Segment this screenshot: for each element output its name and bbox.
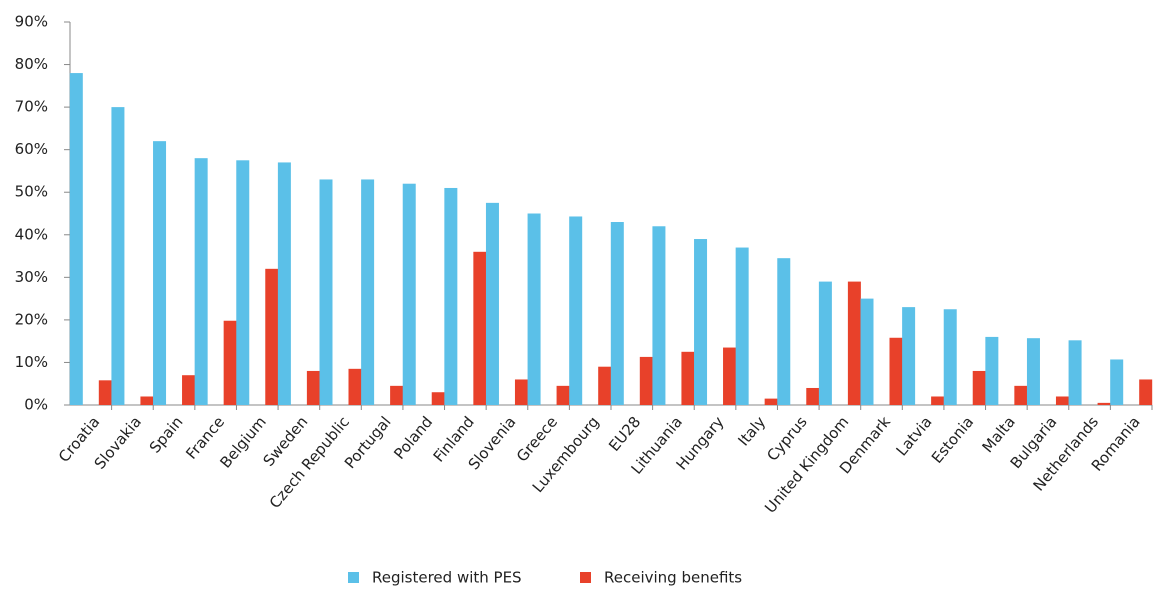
legend-swatch bbox=[348, 572, 359, 583]
bar bbox=[652, 226, 666, 405]
bar bbox=[431, 392, 445, 405]
bar bbox=[98, 380, 112, 405]
bar bbox=[1055, 396, 1069, 405]
bar bbox=[1097, 402, 1111, 405]
bar bbox=[485, 202, 499, 405]
y-tick-label: 70% bbox=[15, 98, 48, 116]
bar bbox=[361, 179, 375, 405]
y-tick-label: 90% bbox=[15, 13, 48, 31]
bar bbox=[985, 336, 999, 405]
bar bbox=[527, 213, 541, 405]
bar bbox=[818, 281, 832, 405]
bar bbox=[194, 158, 208, 405]
bar bbox=[889, 337, 903, 405]
x-tick-label: Poland bbox=[390, 413, 436, 463]
bar bbox=[860, 298, 874, 405]
bar bbox=[390, 385, 404, 405]
x-tick-label: Spain bbox=[146, 413, 187, 457]
bar bbox=[1026, 338, 1040, 405]
bar bbox=[348, 368, 362, 405]
y-tick-label: 60% bbox=[15, 140, 48, 158]
y-tick-label: 20% bbox=[15, 310, 48, 328]
bar bbox=[1139, 379, 1153, 405]
bar bbox=[806, 387, 820, 405]
y-tick-label: 50% bbox=[15, 183, 48, 201]
bar bbox=[1068, 340, 1082, 405]
bar bbox=[931, 396, 945, 405]
bar bbox=[723, 347, 737, 405]
y-tick-label: 80% bbox=[15, 55, 48, 73]
bar bbox=[681, 351, 695, 405]
bar bbox=[223, 320, 237, 405]
legend-label: Registered with PES bbox=[372, 569, 522, 587]
bar bbox=[306, 370, 320, 405]
bar bbox=[1110, 359, 1124, 405]
bar bbox=[598, 366, 612, 405]
bar bbox=[277, 162, 291, 405]
x-tick-label: Estonia bbox=[928, 413, 977, 467]
bar bbox=[1014, 385, 1028, 405]
y-tick-label: 40% bbox=[15, 225, 48, 243]
bar bbox=[902, 307, 916, 405]
bar bbox=[610, 222, 624, 405]
bar bbox=[514, 379, 528, 405]
bar bbox=[943, 309, 957, 405]
legend-swatch bbox=[580, 572, 591, 583]
bar bbox=[735, 247, 749, 405]
bar bbox=[182, 375, 196, 405]
bar bbox=[764, 398, 778, 405]
bar bbox=[777, 258, 791, 405]
bar bbox=[972, 370, 986, 405]
legend-label: Receiving benefits bbox=[604, 569, 742, 587]
bar bbox=[694, 239, 708, 405]
y-tick-label: 0% bbox=[24, 396, 48, 414]
bar bbox=[265, 268, 279, 405]
bar bbox=[444, 187, 458, 405]
bar bbox=[569, 216, 583, 405]
x-tick-label: EU28 bbox=[605, 413, 644, 455]
bar bbox=[236, 160, 250, 405]
bar bbox=[69, 73, 83, 406]
bar bbox=[153, 141, 167, 405]
y-tick-label: 30% bbox=[15, 268, 48, 286]
bar bbox=[639, 356, 653, 405]
bar bbox=[556, 385, 570, 405]
x-tick-label: Malta bbox=[978, 413, 1018, 456]
bar bbox=[847, 281, 861, 405]
y-tick-label: 10% bbox=[15, 353, 48, 371]
bar bbox=[111, 107, 125, 405]
bar bbox=[140, 396, 154, 405]
bar bbox=[402, 183, 416, 405]
x-tick-label: Italy bbox=[734, 413, 769, 450]
bar bbox=[319, 179, 333, 405]
bar bbox=[473, 251, 487, 405]
